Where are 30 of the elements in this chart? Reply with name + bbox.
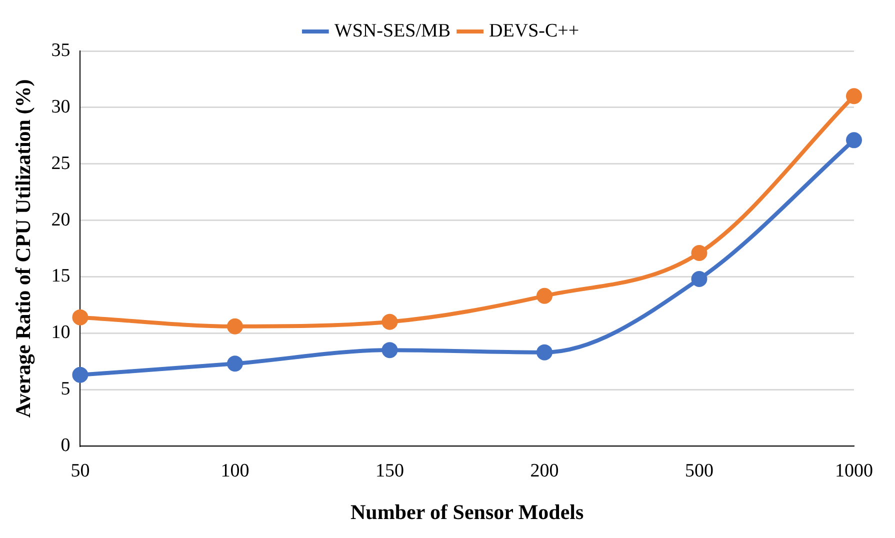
x-tick-label: 1000 — [835, 460, 873, 482]
x-tick-label: 500 — [684, 460, 714, 482]
y-axis-title: Average Ratio of CPU Utilization (%) — [11, 79, 36, 418]
y-tick-label: 10 — [51, 322, 70, 344]
x-tick-label: 150 — [375, 460, 404, 482]
x-tick-label: 100 — [220, 460, 250, 482]
point — [846, 88, 862, 104]
point — [691, 245, 708, 262]
y-tick-label: 30 — [51, 96, 70, 118]
x-axis-title: Number of Sensor Models — [350, 500, 584, 524]
point — [72, 366, 88, 383]
point — [72, 309, 88, 326]
point — [226, 318, 243, 334]
y-tick-label: 35 — [51, 40, 70, 61]
x-tick-label: 50 — [70, 460, 90, 482]
y-tick-label: 5 — [60, 378, 70, 400]
point — [226, 356, 243, 372]
point — [382, 342, 398, 358]
x-tick-label: 200 — [530, 460, 559, 482]
point — [536, 344, 552, 360]
legend-label: DEVS-C++ — [489, 20, 580, 42]
y-tick-label: 20 — [51, 209, 70, 230]
y-tick-label: 15 — [51, 266, 70, 287]
legend-label: WSN-SES/MB — [334, 20, 451, 42]
point — [691, 270, 708, 287]
point — [846, 132, 862, 148]
point — [382, 314, 398, 330]
point — [536, 288, 552, 304]
y-tick-label: 0 — [60, 434, 70, 456]
y-tick-label: 25 — [51, 152, 70, 174]
